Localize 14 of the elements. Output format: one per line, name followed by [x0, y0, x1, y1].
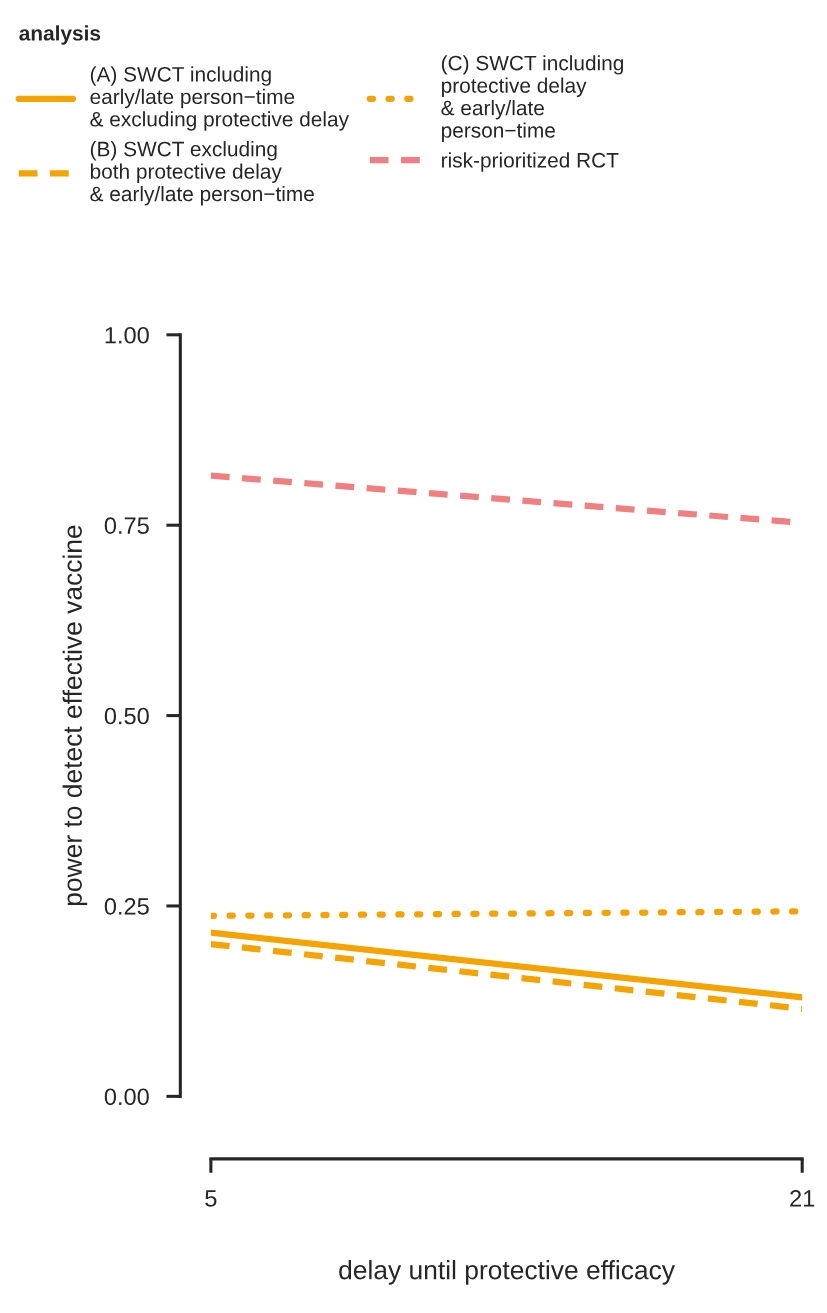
legend-title: analysis — [19, 25, 101, 45]
y-tick-label: 0.75 — [104, 517, 149, 534]
legend-label: risk-prioritized RCT — [442, 152, 619, 172]
y-axis-title: power to detect effective vaccine — [62, 525, 88, 906]
y-tick-label: 0.00 — [104, 1088, 149, 1106]
y-tick-label: 1.00 — [105, 326, 149, 344]
legend-label: (C) SWCT including protective delay & early/late person−time — [441, 55, 623, 142]
x-axis-title: delay until protective efficacy — [339, 1260, 675, 1285]
x-tick-label: 5 — [205, 1190, 217, 1207]
y-tick-label: 0.50 — [104, 707, 149, 725]
legend-label: (A) SWCT including early/late person−time & excluding protective delay — [90, 66, 349, 131]
legend-label: (B) SWCT excluding both protective delay & early/late person−time — [90, 141, 314, 206]
x-tick-label: 21 — [790, 1190, 815, 1207]
y-tick-label: 0.25 — [104, 898, 149, 915]
